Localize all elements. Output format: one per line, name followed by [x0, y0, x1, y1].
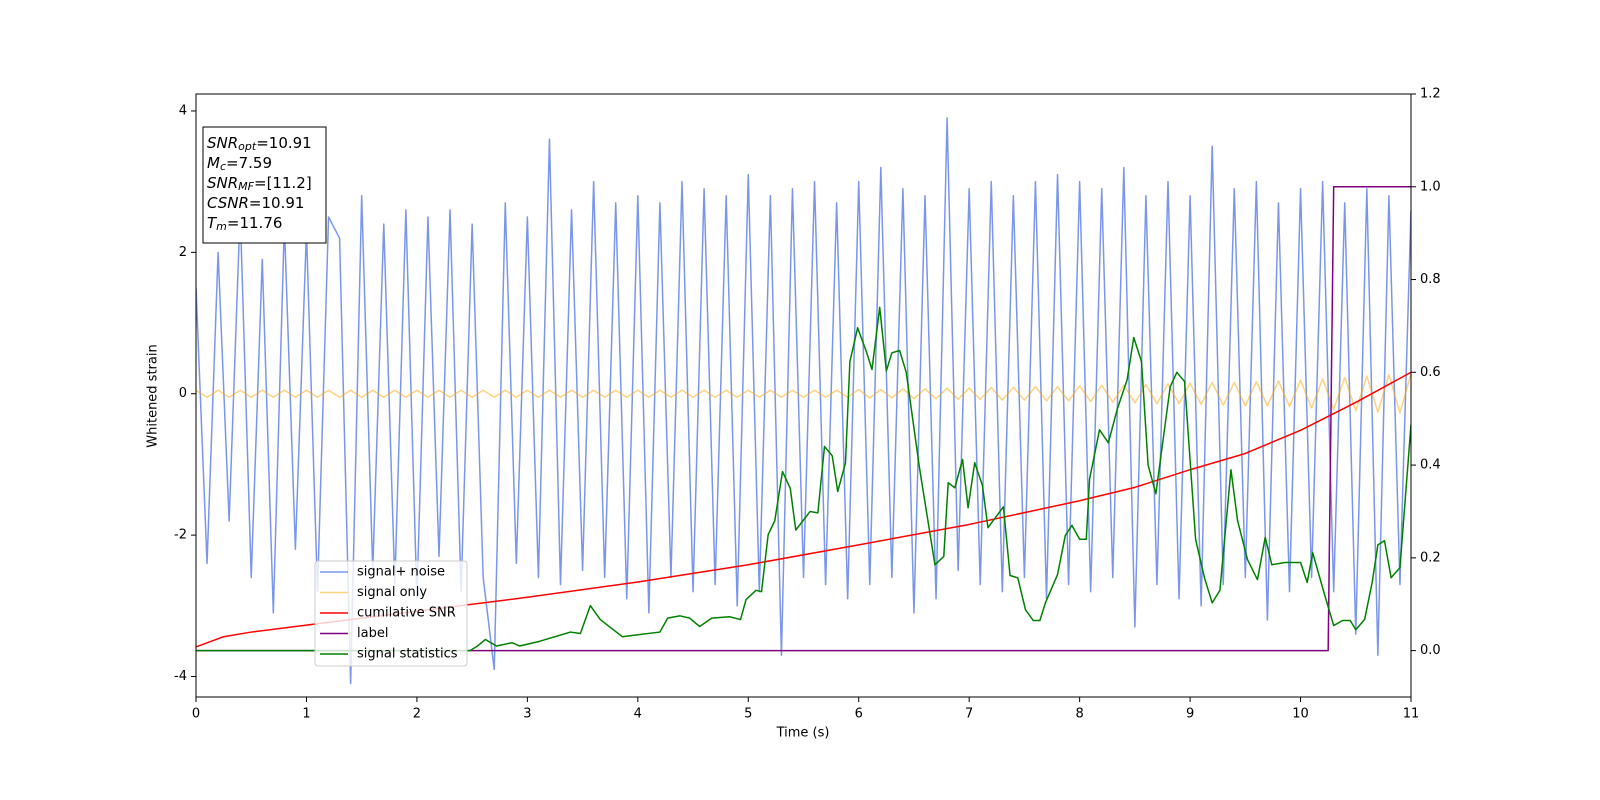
legend-label: signal statistics: [357, 647, 458, 662]
annotation-symbol: M: [207, 154, 220, 172]
series-line: [196, 186, 1411, 652]
y-tick-label: 0: [179, 386, 187, 401]
annotation: Tm=11.76: [207, 214, 282, 234]
y-tick-label: 4: [179, 103, 187, 118]
x-tick-label: 0: [192, 707, 200, 722]
x-tick-label: 11: [1403, 707, 1420, 722]
y-tick-label: -2: [174, 528, 187, 543]
annotation-value: =10.91: [249, 194, 305, 212]
x-tick-label: 4: [634, 707, 642, 722]
annotation-symbol: SNR: [207, 174, 238, 192]
x-tick-label: 7: [965, 707, 973, 722]
annotation-subscript: m: [216, 220, 227, 233]
y2-tick-label: 0.8: [1420, 272, 1441, 287]
x-tick-label: 5: [744, 707, 752, 722]
y2-tick-label: 0.4: [1420, 458, 1441, 473]
y2-tick-label: 1.0: [1420, 179, 1441, 194]
annotation: SNRopt=10.91: [207, 134, 312, 154]
annotation-symbol: CSNR: [207, 194, 249, 212]
annotation-subscript: c: [220, 160, 226, 173]
annotation-value: =11.76: [227, 214, 283, 232]
y-tick-label: -4: [174, 669, 187, 684]
legend-label: signal only: [357, 585, 427, 600]
annotation-value: =10.91: [256, 134, 312, 152]
legend-label: label: [357, 626, 388, 641]
plot-area: [196, 117, 1411, 685]
x-tick-label: 9: [1186, 707, 1194, 722]
series-line: [196, 117, 1411, 685]
x-tick-label: 3: [523, 707, 531, 722]
x-tick-label: 1: [302, 707, 310, 722]
y2-tick-label: 0.2: [1420, 550, 1441, 565]
x-tick-label: 8: [1075, 707, 1083, 722]
series-line: [196, 371, 1411, 648]
annotation: SNRMF=[11.2]: [207, 174, 312, 194]
y-axis-label: Whitened strain: [146, 344, 161, 447]
annotation-subscript: MF: [238, 180, 254, 193]
annotation-subscript: opt: [238, 140, 257, 153]
annotation: Mc=7.59: [207, 154, 272, 174]
series-line: [196, 373, 1411, 414]
legend-label: cumilative SNR: [357, 606, 456, 621]
y2-tick-label: 1.2: [1420, 87, 1441, 102]
annotation-value: =7.59: [226, 154, 272, 172]
series-line: [196, 306, 1411, 652]
legend-label: signal+ noise: [357, 565, 445, 580]
legend-box: [314, 560, 468, 667]
annotation-symbol: SNR: [207, 134, 238, 152]
x-tick-label: 2: [413, 707, 421, 722]
annotation-box: [202, 126, 327, 244]
y2-tick-label: 0.0: [1420, 643, 1441, 658]
x-tick-label: 10: [1292, 707, 1309, 722]
axes-frame: [195, 93, 1412, 698]
y-tick-label: 2: [179, 245, 187, 260]
y2-tick-label: 0.6: [1420, 365, 1441, 380]
x-axis-label: Time (s): [776, 726, 830, 741]
annotation: CSNR=10.91: [207, 194, 304, 212]
x-tick-label: 6: [855, 707, 863, 722]
annotation-value: =[11.2]: [254, 174, 312, 192]
annotation-symbol: T: [207, 214, 218, 232]
